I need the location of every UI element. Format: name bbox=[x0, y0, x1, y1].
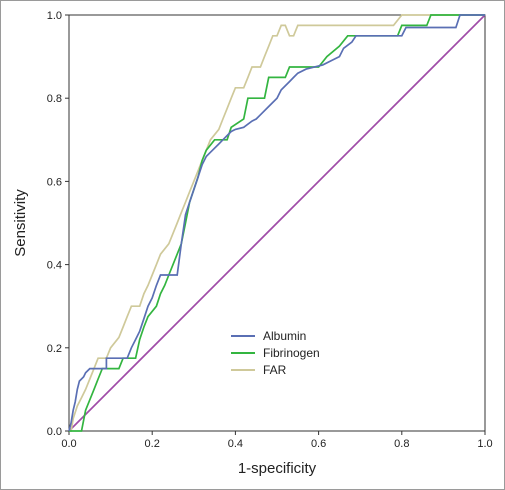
reference-diagonal-line bbox=[68, 14, 486, 432]
x-tick-label: 0.8 bbox=[394, 438, 409, 450]
y-tick-label: 0.4 bbox=[47, 260, 62, 272]
series-lines bbox=[68, 14, 486, 432]
y-tick-label: 0.8 bbox=[47, 93, 62, 105]
x-tick-label: 0.2 bbox=[145, 438, 160, 450]
y-tick-label: 0.6 bbox=[47, 176, 62, 188]
x-tick-label: 0.6 bbox=[311, 438, 326, 450]
x-tick-label: 0.0 bbox=[61, 438, 76, 450]
x-tick-label: 1.0 bbox=[477, 438, 492, 450]
legend: Albumin Fibrinogen FAR bbox=[231, 329, 320, 377]
x-tick-label: 0.4 bbox=[228, 438, 243, 450]
series-line-far bbox=[69, 14, 485, 432]
legend-label: Albumin bbox=[263, 329, 306, 343]
y-tick-label: 0.2 bbox=[47, 343, 62, 355]
series-line-albumin bbox=[68, 14, 485, 432]
y-tick-label: 1.0 bbox=[47, 10, 62, 22]
axis-ticks: 0.0 0.2 0.4 0.6 0.8 1.0 0.0 0.2 0.4 0.6 0.8 1.0 bbox=[47, 10, 493, 450]
x-axis-label: 1-specificity bbox=[238, 460, 317, 477]
y-axis-label: Sensitivity bbox=[12, 189, 29, 257]
legend-label: FAR bbox=[263, 363, 287, 377]
y-tick-label: 0.0 bbox=[47, 426, 62, 438]
legend-label: Fibrinogen bbox=[263, 346, 320, 360]
